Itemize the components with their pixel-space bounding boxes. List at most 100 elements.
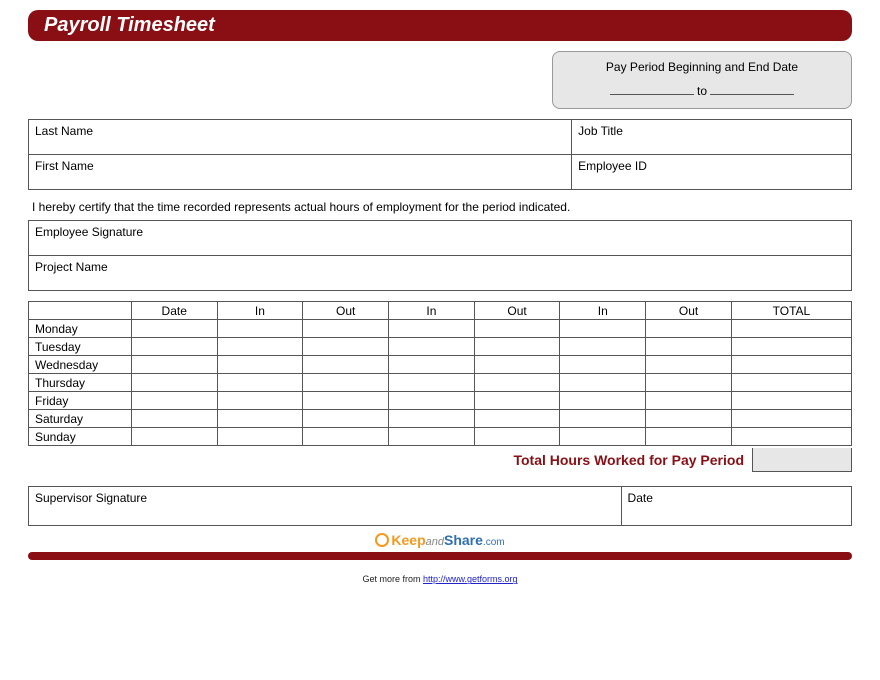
cell: [217, 356, 303, 374]
cell: [217, 320, 303, 338]
cell: [303, 392, 389, 410]
cell: [303, 374, 389, 392]
table-row: Saturday: [29, 410, 852, 428]
cell: [731, 338, 851, 356]
total-row: Total Hours Worked for Pay Period: [28, 448, 852, 472]
th-total: TOTAL: [731, 302, 851, 320]
cell: [646, 392, 732, 410]
th-out-2: Out: [474, 302, 560, 320]
th-out-3: Out: [646, 302, 732, 320]
cell: [303, 320, 389, 338]
cell: [389, 410, 475, 428]
page-title: Payroll Timesheet: [44, 14, 836, 37]
cell: [560, 410, 646, 428]
cell: [646, 320, 732, 338]
employee-info-table: Last Name Job Title First Name Employee …: [28, 119, 852, 190]
cell: [217, 410, 303, 428]
cell: [389, 338, 475, 356]
time-table-body: Monday Tuesday Wednesday Thursday Friday…: [29, 320, 852, 446]
logo-and: and: [426, 536, 444, 548]
day-cell: Sunday: [29, 428, 132, 446]
pay-period-row: Pay Period Beginning and End Date to: [28, 51, 852, 109]
job-title-cell: Job Title: [572, 120, 852, 155]
total-label: Total Hours Worked for Pay Period: [28, 448, 752, 472]
cell: [560, 374, 646, 392]
cell: [560, 320, 646, 338]
cell: [131, 356, 217, 374]
day-cell: Friday: [29, 392, 132, 410]
supervisor-signature-cell: Supervisor Signature: [29, 487, 622, 526]
pay-period-box: Pay Period Beginning and End Date to: [552, 51, 852, 109]
cell: [474, 338, 560, 356]
table-row: Thursday: [29, 374, 852, 392]
footer-prefix: Get more from: [362, 574, 423, 584]
logo-keep: Keep: [391, 532, 425, 548]
cell: [560, 428, 646, 446]
cell: [474, 374, 560, 392]
employee-id-cell: Employee ID: [572, 155, 852, 190]
th-in-3: In: [560, 302, 646, 320]
cell: [474, 392, 560, 410]
pay-period-start-line: [610, 85, 694, 95]
table-row: Friday: [29, 392, 852, 410]
cell: [131, 392, 217, 410]
table-row: Wednesday: [29, 356, 852, 374]
cell: [131, 320, 217, 338]
logo-row: KeepandShare.com: [28, 532, 852, 548]
cell: [646, 338, 732, 356]
cell: [474, 428, 560, 446]
signature-table: Employee Signature Project Name: [28, 220, 852, 291]
logo-dotcom: .com: [483, 537, 505, 548]
cell: [474, 410, 560, 428]
bottom-bar: [28, 552, 852, 560]
table-row: Tuesday: [29, 338, 852, 356]
cell: [131, 428, 217, 446]
cell: [731, 356, 851, 374]
cell: [303, 428, 389, 446]
last-name-cell: Last Name: [29, 120, 572, 155]
cell: [731, 320, 851, 338]
cell: [560, 392, 646, 410]
th-date: Date: [131, 302, 217, 320]
certification-text: I hereby certify that the time recorded …: [32, 200, 852, 214]
project-name-cell: Project Name: [29, 256, 852, 291]
cell: [303, 410, 389, 428]
day-cell: Saturday: [29, 410, 132, 428]
th-blank: [29, 302, 132, 320]
footer-text: Get more from http://www.getforms.org: [28, 574, 852, 584]
logo-circle-icon: [375, 533, 389, 547]
cell: [731, 428, 851, 446]
pay-period-end-line: [710, 85, 794, 95]
first-name-cell: First Name: [29, 155, 572, 190]
cell: [217, 338, 303, 356]
employee-signature-cell: Employee Signature: [29, 221, 852, 256]
cell: [217, 392, 303, 410]
th-in-2: In: [389, 302, 475, 320]
table-row: Monday: [29, 320, 852, 338]
cell: [131, 338, 217, 356]
cell: [731, 410, 851, 428]
cell: [217, 374, 303, 392]
cell: [731, 374, 851, 392]
footer-link[interactable]: http://www.getforms.org: [423, 574, 518, 584]
cell: [560, 338, 646, 356]
day-cell: Tuesday: [29, 338, 132, 356]
cell: [389, 320, 475, 338]
day-cell: Monday: [29, 320, 132, 338]
time-table: Date In Out In Out In Out TOTAL Monday T…: [28, 301, 852, 446]
cell: [389, 392, 475, 410]
cell: [474, 320, 560, 338]
th-in-1: In: [217, 302, 303, 320]
cell: [646, 410, 732, 428]
cell: [131, 410, 217, 428]
cell: [303, 338, 389, 356]
day-cell: Thursday: [29, 374, 132, 392]
supervisor-table: Supervisor Signature Date: [28, 486, 852, 526]
cell: [646, 356, 732, 374]
cell: [474, 356, 560, 374]
day-cell: Wednesday: [29, 356, 132, 374]
total-box: [752, 448, 852, 472]
cell: [389, 356, 475, 374]
cell: [646, 428, 732, 446]
header-bar: Payroll Timesheet: [28, 10, 852, 41]
